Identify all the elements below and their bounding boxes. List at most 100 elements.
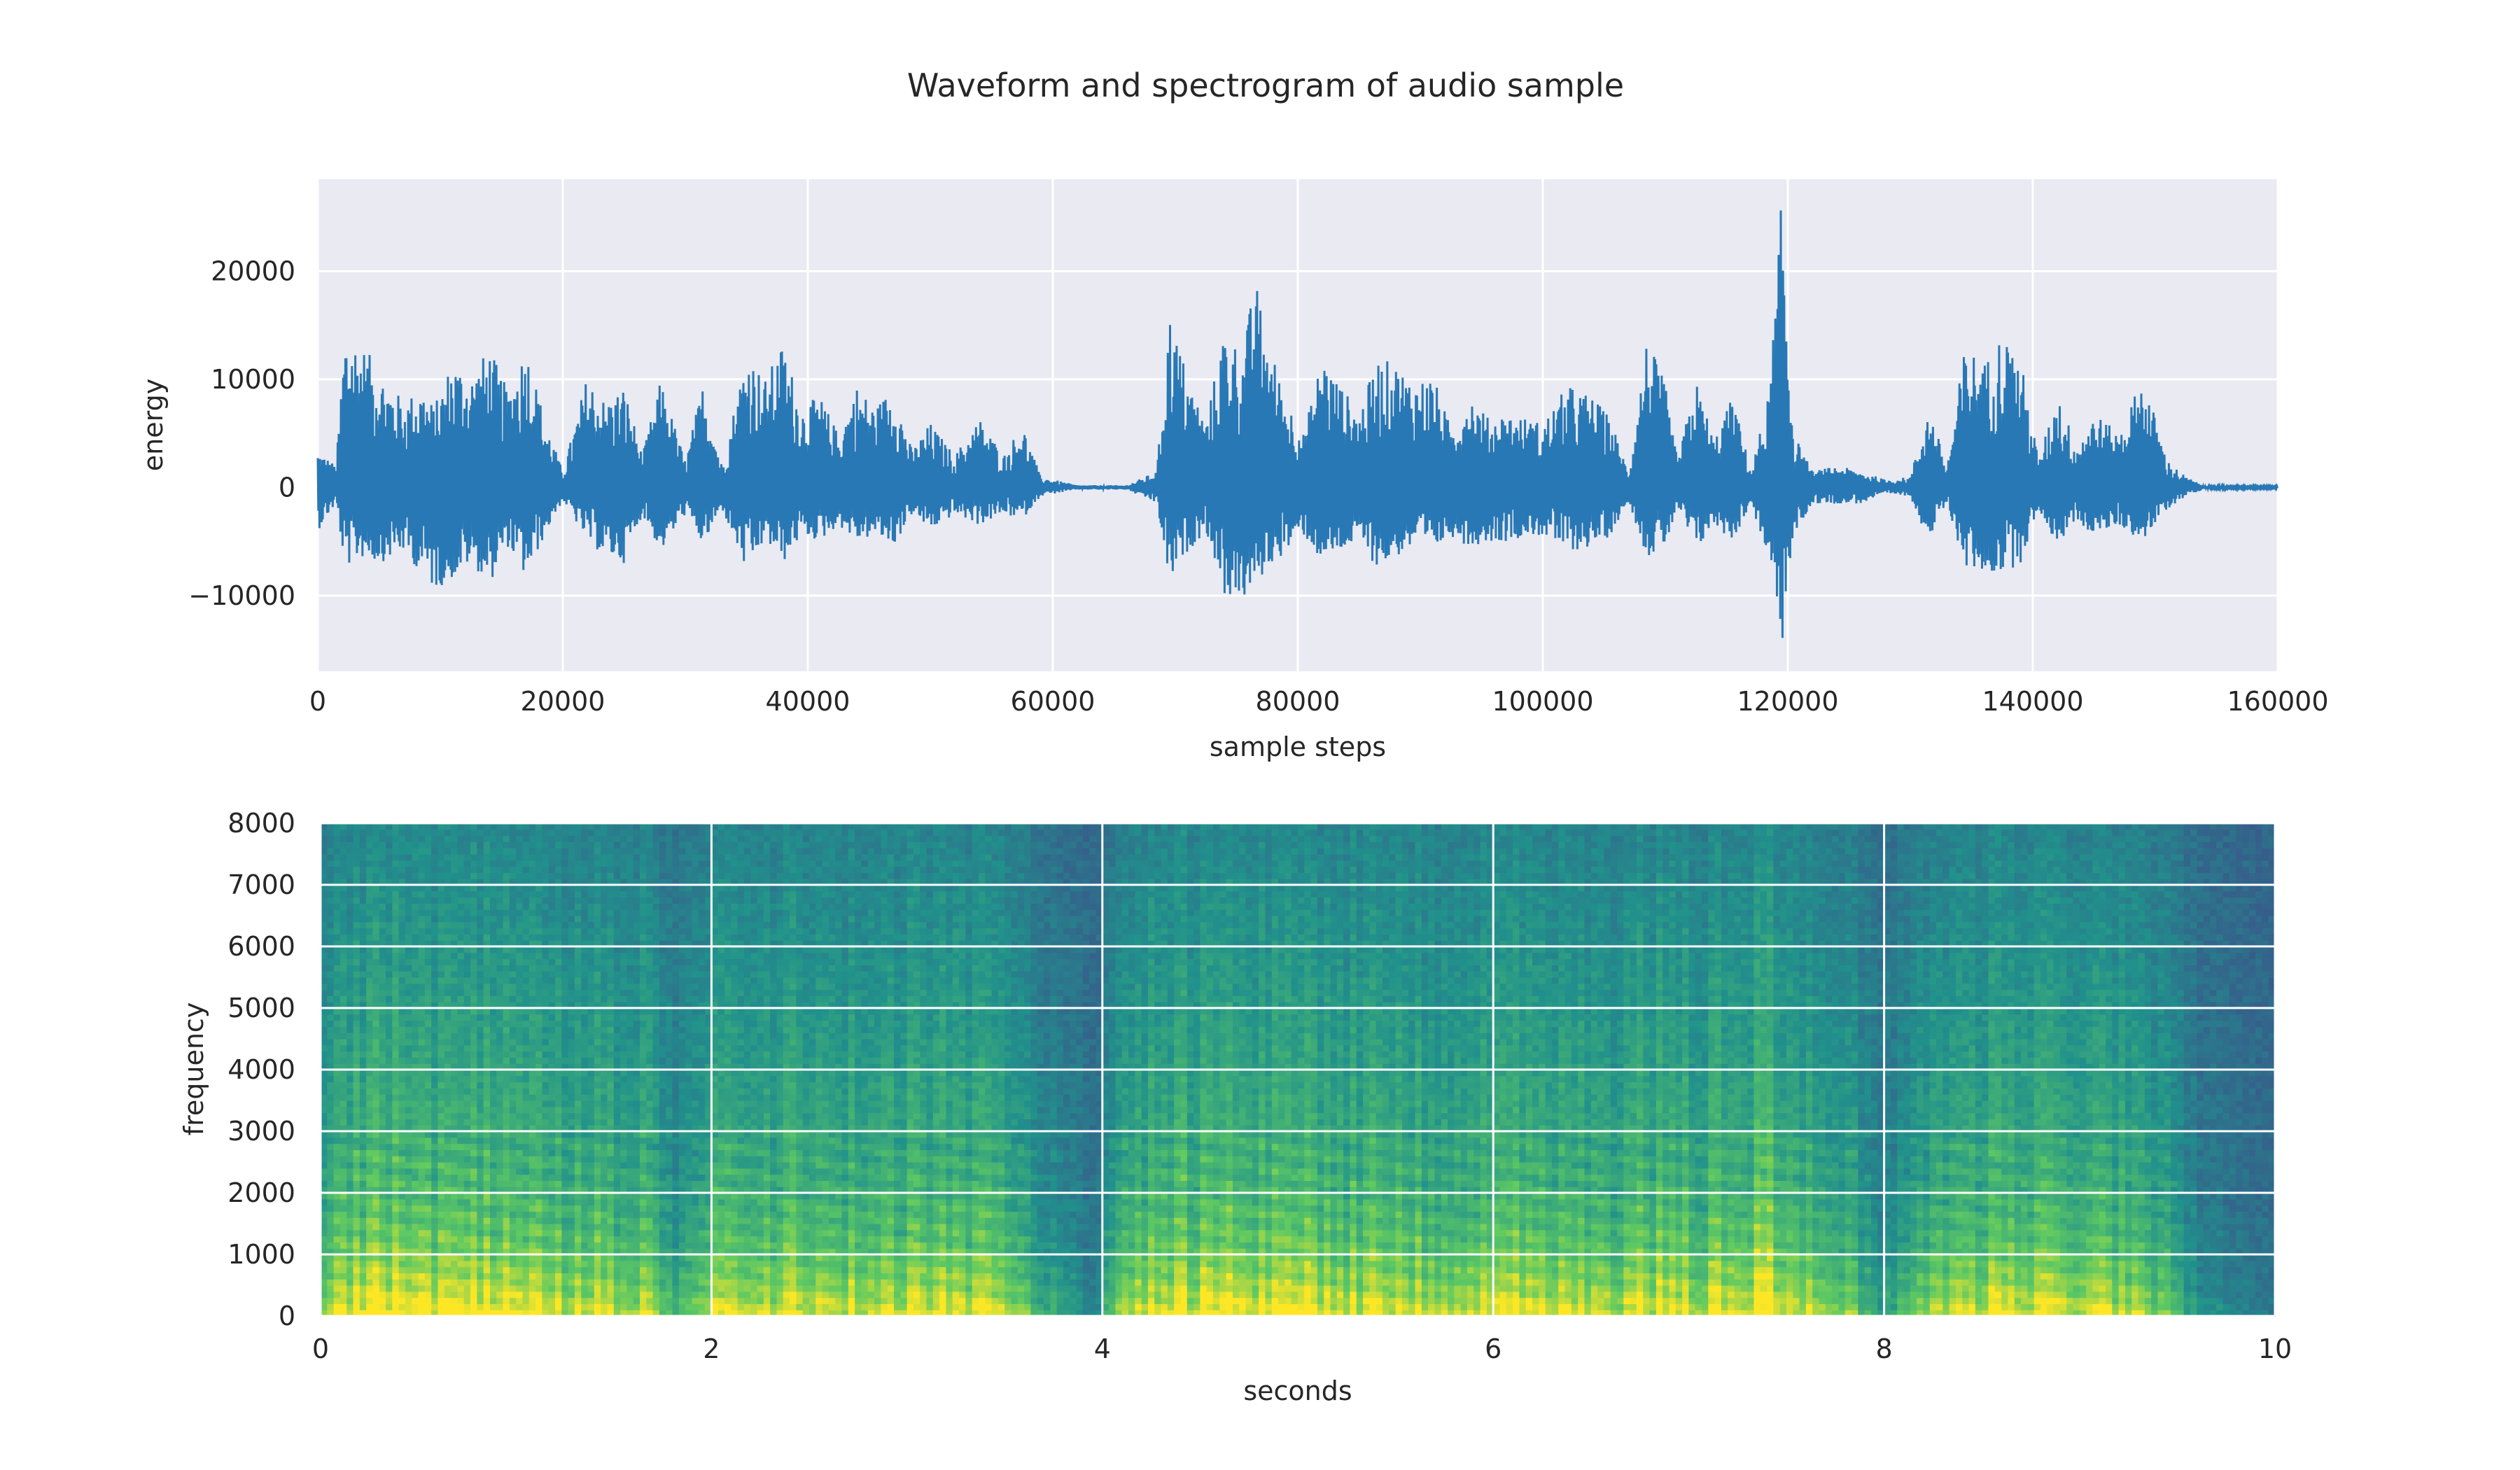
- spectrogram-cell: [666, 971, 673, 978]
- spectrogram-cell: [587, 1131, 595, 1138]
- spectrogram-cell: [587, 878, 595, 886]
- spectrogram-cell: [483, 1020, 491, 1027]
- spectrogram-cell: [444, 829, 451, 836]
- spectrogram-cell: [678, 1032, 686, 1040]
- spectrogram-cell: [646, 971, 654, 978]
- spectrogram-cell: [340, 1020, 347, 1027]
- spectrogram-cell: [372, 1082, 380, 1088]
- spectrogram-cell: [412, 1211, 419, 1218]
- spectrogram-cell: [718, 1075, 725, 1083]
- spectrogram-cell: [659, 1156, 666, 1163]
- spectrogram-cell: [659, 885, 666, 892]
- spectrogram-cell: [366, 1285, 374, 1292]
- spectrogram-cell: [386, 1156, 393, 1163]
- spectrogram-cell: [607, 1291, 615, 1298]
- spectrogram-cell: [496, 909, 504, 916]
- spectrogram-cell: [392, 1094, 400, 1101]
- spectrogram-cell: [568, 1254, 575, 1261]
- spectrogram-cell: [333, 1198, 341, 1206]
- spectrogram-cell: [568, 909, 575, 916]
- spectrogram-cell: [587, 965, 595, 972]
- spectrogram-cell: [574, 872, 582, 879]
- spectrogram-cell: [516, 1248, 524, 1255]
- spectrogram-cell: [711, 995, 719, 1002]
- spectrogram-cell: [666, 1217, 673, 1224]
- spectrogram-cell: [601, 1297, 608, 1304]
- spectrogram-cell: [516, 1131, 524, 1138]
- spectrogram-cell: [672, 1236, 680, 1242]
- spectrogram-cell: [386, 1198, 393, 1206]
- spectrogram-cell: [581, 1131, 589, 1138]
- spectrogram-cell: [372, 989, 380, 996]
- spectrogram-cell: [353, 1217, 360, 1224]
- spectrogram-cell: [568, 823, 575, 830]
- spectrogram-cell: [561, 1186, 569, 1194]
- spectrogram-cell: [601, 1156, 608, 1163]
- spectrogram-cell: [718, 946, 725, 953]
- spectrogram-cell: [718, 1026, 725, 1033]
- spectrogram-cell: [470, 916, 477, 923]
- spectrogram-cell: [470, 835, 477, 842]
- spectrogram-cell: [555, 1008, 562, 1015]
- spectrogram-cell: [613, 1242, 621, 1249]
- spectrogram-cell: [607, 983, 615, 990]
- spectrogram-cell: [463, 1279, 471, 1286]
- spectrogram-cell: [470, 866, 477, 873]
- spectrogram-cell: [386, 934, 393, 941]
- spectrogram-cell: [659, 1088, 666, 1095]
- spectrogram-cell: [463, 1156, 471, 1163]
- spectrogram-cell: [359, 1106, 367, 1114]
- spectrogram-cell: [379, 1002, 386, 1009]
- spectrogram-cell: [528, 1156, 536, 1163]
- spectrogram-cell: [633, 921, 640, 929]
- spectrogram-cell: [666, 1291, 673, 1298]
- spectrogram-cell: [463, 1082, 471, 1088]
- spectrogram-cell: [685, 854, 693, 861]
- spectrogram-cell: [633, 835, 640, 842]
- spectrogram-cell: [542, 1168, 550, 1175]
- spectrogram-cell: [451, 1063, 458, 1070]
- spectrogram-cell: [483, 921, 491, 929]
- spectrogram-cell: [444, 977, 451, 984]
- spectrogram-cell: [372, 1248, 380, 1255]
- spectrogram-cell: [672, 835, 680, 842]
- spectrogram-cell: [640, 909, 647, 916]
- spectrogram-cell: [698, 1014, 706, 1021]
- spectrogram-cell: [705, 1094, 712, 1101]
- spectrogram-cell: [705, 1162, 712, 1169]
- spectrogram-cell: [483, 1285, 491, 1292]
- spectrogram-cell: [431, 1020, 439, 1027]
- spectrogram-cell: [528, 916, 536, 923]
- spectrogram-cell: [633, 1008, 640, 1015]
- spectrogram-cell: [646, 934, 654, 941]
- spectrogram-cell: [574, 1273, 582, 1280]
- spectrogram-cell: [489, 1125, 497, 1132]
- spectrogram-cell: [470, 872, 477, 879]
- spectrogram-cell: [359, 848, 367, 855]
- spectrogram-cell: [503, 1044, 510, 1052]
- spectrogram-cell: [353, 1273, 360, 1280]
- spectrogram-cell: [327, 885, 335, 892]
- spectrogram-cell: [522, 1044, 530, 1052]
- spectrogram-cell: [477, 977, 484, 984]
- spectrogram-cell: [463, 1254, 471, 1261]
- spectrogram-cell: [463, 1236, 471, 1242]
- spectrogram-cell: [542, 1211, 550, 1218]
- spectrogram-cell: [333, 890, 341, 898]
- spectrogram-cell: [496, 916, 504, 923]
- spectrogram-cell: [561, 854, 569, 861]
- spectrogram-cell: [646, 1229, 654, 1237]
- spectrogram-cell: [321, 823, 328, 830]
- spectrogram-cell: [626, 1044, 634, 1052]
- spectrogram-cell: [666, 1297, 673, 1304]
- spectrogram-cell: [483, 1205, 491, 1212]
- spectrogram-cell: [412, 1137, 419, 1144]
- spectrogram-cell: [359, 1119, 367, 1126]
- spectrogram-cell: [542, 1217, 550, 1224]
- spectrogram-cell: [594, 1174, 601, 1181]
- spectrogram-cell: [392, 940, 400, 947]
- spectrogram-cell: [340, 958, 347, 965]
- spectrogram-cell: [528, 971, 536, 978]
- spectrogram-cell: [528, 872, 536, 879]
- spectrogram-cell: [424, 1211, 432, 1218]
